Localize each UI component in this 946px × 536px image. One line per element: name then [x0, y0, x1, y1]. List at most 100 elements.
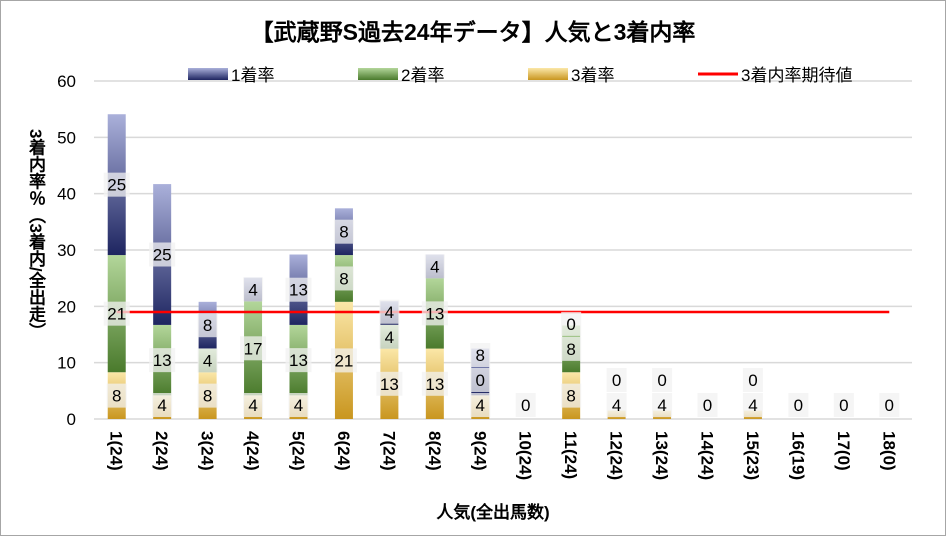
data-label: 0 — [521, 396, 530, 415]
x-tick-label: 2(24) — [152, 431, 171, 471]
data-label: 21 — [107, 305, 126, 324]
legend-swatch — [528, 68, 568, 80]
data-label-box — [879, 393, 900, 417]
data-label-box — [197, 313, 218, 338]
data-label-box — [421, 301, 448, 326]
data-label: 4 — [430, 257, 439, 276]
x-tick-label: 14(24) — [698, 431, 717, 480]
data-label: 13 — [289, 281, 308, 300]
data-label: 8 — [339, 223, 348, 242]
data-label-box — [697, 393, 718, 417]
data-label: 0 — [748, 371, 757, 390]
data-label: 17 — [244, 339, 263, 358]
data-label-box — [421, 371, 448, 396]
data-label: 0 — [839, 396, 848, 415]
data-label-box — [103, 172, 130, 197]
data-label: 8 — [203, 316, 212, 335]
y-tick-label: 0 — [67, 410, 76, 429]
data-label-box — [376, 371, 403, 396]
data-label-box — [652, 368, 673, 392]
data-label-box — [788, 393, 809, 417]
data-label-box — [424, 254, 445, 279]
data-label-box — [288, 393, 309, 417]
x-tick-label: 4(24) — [243, 431, 262, 471]
data-label-box — [470, 393, 491, 417]
data-label: 4 — [657, 396, 666, 415]
data-label: 0 — [703, 396, 712, 415]
data-label-box — [103, 301, 130, 326]
data-label-box — [606, 393, 627, 417]
data-label: 8 — [566, 387, 575, 406]
data-label-box — [379, 299, 400, 324]
data-label-box — [106, 383, 127, 408]
data-label-box — [197, 383, 218, 408]
y-tick-label: 30 — [57, 241, 76, 260]
data-label: 8 — [112, 387, 121, 406]
data-label-box — [149, 242, 176, 267]
x-tick-label: 1(24) — [107, 431, 126, 471]
legend-label: 3着内率期待値 — [741, 66, 852, 85]
data-label-box — [330, 348, 357, 373]
data-label: 21 — [334, 351, 353, 370]
data-label: 0 — [612, 371, 621, 390]
data-label: 13 — [153, 351, 172, 370]
x-axis-title: 人気(全出馬数) — [436, 503, 550, 522]
data-label: 13 — [380, 375, 399, 394]
y-tick-label: 40 — [57, 185, 76, 204]
data-label: 4 — [476, 396, 485, 415]
x-tick-label: 17(0) — [834, 431, 853, 471]
x-tick-label: 10(24) — [516, 431, 535, 480]
data-label: 4 — [385, 303, 394, 322]
chart-title: 【武蔵野S過去24年データ】人気と3着内率 — [250, 19, 696, 45]
data-label-box — [197, 348, 218, 373]
data-label-box — [240, 336, 267, 361]
data-label: 13 — [425, 375, 444, 394]
x-tick-label: 16(19) — [788, 431, 807, 480]
data-label: 8 — [566, 340, 575, 359]
x-tick-label: 12(24) — [607, 431, 626, 480]
data-label: 0 — [566, 315, 575, 334]
legend-swatch — [188, 68, 228, 80]
data-label: 4 — [248, 280, 257, 299]
data-label: 13 — [289, 351, 308, 370]
data-label-box — [833, 393, 854, 417]
data-label-box — [379, 324, 400, 349]
data-label-box — [285, 277, 312, 302]
data-label: 4 — [294, 396, 303, 415]
data-label-box — [742, 368, 763, 392]
data-label-box — [333, 219, 354, 244]
data-label-box — [152, 393, 173, 417]
x-tick-label: 7(24) — [379, 431, 398, 471]
data-label: 8 — [476, 346, 485, 365]
x-tick-label: 6(24) — [334, 431, 353, 471]
data-label: 0 — [476, 371, 485, 390]
y-tick-label: 50 — [57, 128, 76, 147]
data-label-box — [652, 393, 673, 417]
x-tick-label: 9(24) — [470, 431, 489, 471]
legend-label: 3着率 — [571, 66, 614, 85]
legend-label: 2着率 — [401, 66, 444, 85]
data-label-box — [470, 368, 491, 392]
y-axis-title: 3着内率％（3着内/全出走） — [26, 129, 45, 340]
data-label: 4 — [612, 396, 621, 415]
data-label-box — [561, 383, 582, 408]
data-label: 25 — [153, 246, 172, 265]
x-tick-label: 13(24) — [652, 431, 671, 480]
data-label-box — [243, 277, 264, 302]
data-label: 4 — [157, 396, 166, 415]
data-label: 4 — [203, 351, 212, 370]
data-label-box — [243, 393, 264, 417]
data-label: 4 — [248, 396, 257, 415]
data-label: 0 — [657, 371, 666, 390]
data-label: 0 — [794, 396, 803, 415]
data-label-box — [515, 393, 536, 417]
x-tick-label: 3(24) — [198, 431, 217, 471]
legend-label: 1着率 — [231, 66, 274, 85]
data-label: 25 — [107, 176, 126, 195]
x-tick-label: 5(24) — [289, 431, 308, 471]
x-tick-label: 18(0) — [879, 431, 898, 471]
data-label: 8 — [203, 387, 212, 406]
data-label-box — [333, 266, 354, 291]
